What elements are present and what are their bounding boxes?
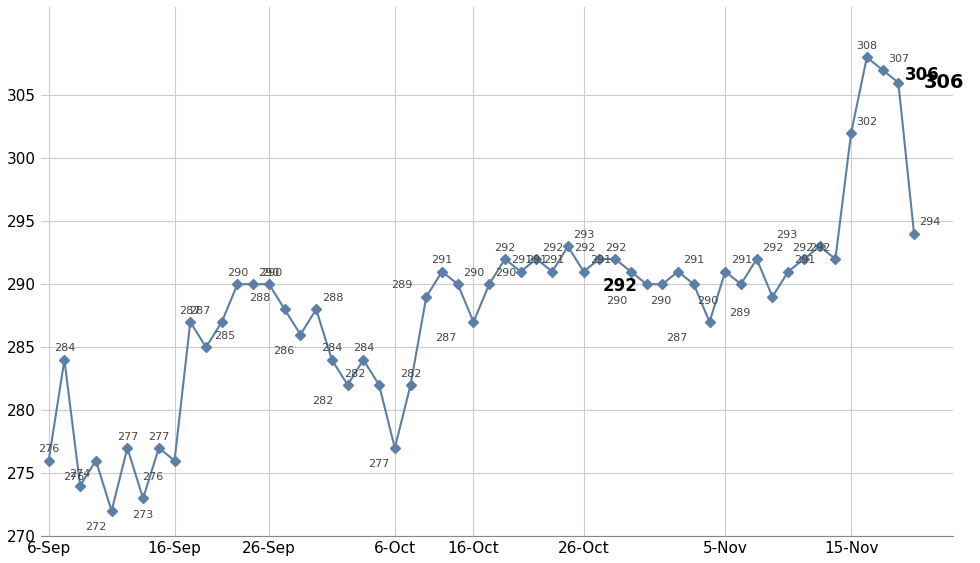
Text: 290: 290 bbox=[495, 268, 516, 278]
Text: 277: 277 bbox=[117, 432, 138, 441]
Text: 291: 291 bbox=[731, 255, 752, 265]
Text: 288: 288 bbox=[250, 293, 270, 303]
Text: 282: 282 bbox=[400, 369, 421, 379]
Text: 272: 272 bbox=[84, 522, 106, 533]
Text: 274: 274 bbox=[70, 470, 91, 480]
Text: 282: 282 bbox=[313, 396, 334, 406]
Text: 290: 290 bbox=[698, 296, 718, 306]
Text: 306: 306 bbox=[923, 73, 963, 92]
Text: 291: 291 bbox=[590, 255, 612, 265]
Text: 277: 277 bbox=[368, 459, 389, 470]
Text: 290: 290 bbox=[226, 268, 248, 278]
Text: 292: 292 bbox=[809, 243, 831, 253]
Text: 292: 292 bbox=[542, 243, 564, 253]
Text: 293: 293 bbox=[573, 230, 595, 240]
Text: 286: 286 bbox=[273, 346, 295, 356]
Text: 287: 287 bbox=[189, 306, 211, 316]
Text: 292: 292 bbox=[603, 277, 637, 295]
Text: 302: 302 bbox=[857, 117, 878, 127]
Text: 285: 285 bbox=[215, 331, 235, 341]
Text: 292: 292 bbox=[494, 243, 515, 253]
Text: 290: 290 bbox=[464, 268, 484, 278]
Text: 308: 308 bbox=[857, 41, 877, 51]
Text: 282: 282 bbox=[344, 369, 366, 379]
Text: 287: 287 bbox=[666, 333, 687, 343]
Text: 287: 287 bbox=[435, 333, 457, 343]
Text: 291: 291 bbox=[543, 255, 564, 265]
Text: 284: 284 bbox=[54, 343, 75, 354]
Text: 276: 276 bbox=[64, 472, 84, 482]
Text: 288: 288 bbox=[321, 293, 343, 303]
Text: 294: 294 bbox=[919, 217, 941, 227]
Text: 307: 307 bbox=[888, 53, 909, 64]
Text: 292: 292 bbox=[574, 243, 596, 253]
Text: 292: 292 bbox=[762, 243, 784, 253]
Text: 306: 306 bbox=[905, 65, 939, 83]
Text: 289: 289 bbox=[391, 280, 413, 291]
Text: 290: 290 bbox=[259, 268, 279, 278]
Text: 291: 291 bbox=[684, 255, 705, 265]
Text: 292: 292 bbox=[792, 243, 813, 253]
Text: 276: 276 bbox=[142, 472, 164, 482]
Text: 277: 277 bbox=[148, 432, 170, 441]
Text: 290: 290 bbox=[262, 268, 283, 278]
Text: 284: 284 bbox=[321, 343, 343, 354]
Text: 284: 284 bbox=[353, 343, 374, 354]
Text: 291: 291 bbox=[431, 255, 453, 265]
Text: 287: 287 bbox=[179, 306, 201, 316]
Text: 291: 291 bbox=[512, 255, 533, 265]
Text: 289: 289 bbox=[729, 308, 751, 318]
Text: 276: 276 bbox=[38, 444, 60, 454]
Text: 273: 273 bbox=[132, 510, 154, 520]
Text: 291: 291 bbox=[794, 255, 815, 265]
Text: 290: 290 bbox=[606, 296, 627, 306]
Text: 293: 293 bbox=[776, 230, 798, 240]
Text: 291: 291 bbox=[526, 255, 548, 265]
Text: 292: 292 bbox=[605, 243, 626, 253]
Text: 290: 290 bbox=[651, 296, 671, 306]
